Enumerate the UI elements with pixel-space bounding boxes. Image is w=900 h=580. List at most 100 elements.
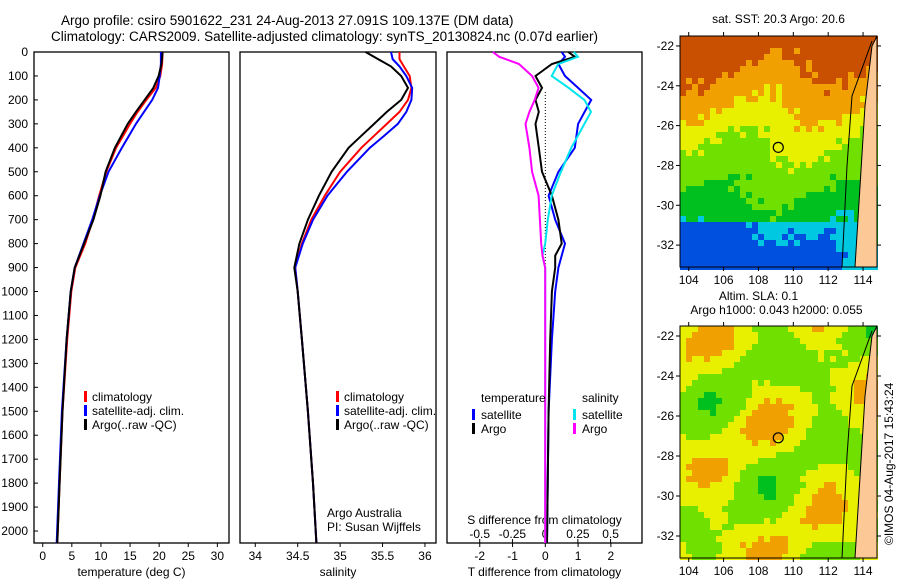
map-cell <box>722 440 728 446</box>
map-cell <box>746 120 752 126</box>
map-cell <box>752 482 758 488</box>
map-cell <box>824 368 830 374</box>
map-cell <box>788 234 794 240</box>
map-cell <box>680 440 686 446</box>
map-cell <box>680 246 686 252</box>
map-cell <box>686 554 692 560</box>
map-cell <box>776 476 782 482</box>
map-cell <box>770 368 776 374</box>
map-cell <box>758 398 764 404</box>
lat-tick-label: -26 <box>657 119 675 133</box>
map-cell <box>758 60 764 66</box>
map-cell <box>728 368 734 374</box>
map-cell <box>782 356 788 362</box>
map-cell <box>812 524 818 530</box>
map-cell <box>734 198 740 204</box>
map-cell <box>842 338 848 344</box>
map-cell <box>812 440 818 446</box>
map-cell <box>728 488 734 494</box>
map-cell <box>698 452 704 458</box>
map-cell <box>854 198 860 204</box>
map-cell <box>842 150 848 156</box>
map-cell <box>704 446 710 452</box>
map-cell <box>734 150 740 156</box>
map-cell <box>848 326 854 332</box>
map-cell <box>860 416 866 422</box>
map-cell <box>788 482 794 488</box>
map-cell <box>734 542 740 548</box>
x2-tick-label: 0.25 <box>566 527 590 541</box>
map-cell <box>680 72 686 78</box>
map-cell <box>692 138 698 144</box>
map-cell <box>680 464 686 470</box>
map-cell <box>692 186 698 192</box>
map-cell <box>770 222 776 228</box>
map-cell <box>722 198 728 204</box>
map-cell <box>692 374 698 380</box>
map-cell <box>830 144 836 150</box>
map-cell <box>842 416 848 422</box>
map-cell <box>836 84 842 90</box>
map-cell <box>806 162 812 168</box>
map-cell <box>800 132 806 138</box>
map-cell <box>836 222 842 228</box>
map-cell <box>812 36 818 42</box>
map-cell <box>836 362 842 368</box>
map-cell <box>704 326 710 332</box>
map-cell <box>794 374 800 380</box>
map-cell <box>830 54 836 60</box>
map-cell <box>782 494 788 500</box>
map-cell <box>842 48 848 54</box>
map-cell <box>692 500 698 506</box>
map-cell <box>686 162 692 168</box>
map-cell <box>836 138 842 144</box>
map-cell <box>806 554 812 560</box>
map-cell <box>704 192 710 198</box>
map-cell <box>848 84 854 90</box>
map-cell <box>770 48 776 54</box>
map-cell <box>752 156 758 162</box>
map-cell <box>764 180 770 186</box>
map-cell <box>698 458 704 464</box>
map-cell <box>752 54 758 60</box>
map-cell <box>818 192 824 198</box>
map-cell <box>686 258 692 264</box>
map-cell <box>860 42 866 48</box>
map-cell <box>722 48 728 54</box>
coastline <box>854 325 878 559</box>
map-cell <box>758 150 764 156</box>
map-cell <box>686 102 692 108</box>
map-cell <box>764 344 770 350</box>
map-cell <box>734 434 740 440</box>
map-cell <box>776 434 782 440</box>
map-cell <box>836 246 842 252</box>
map-cell <box>686 326 692 332</box>
map-cell <box>776 494 782 500</box>
map-cell <box>746 132 752 138</box>
map-cell <box>746 102 752 108</box>
map-cell <box>806 210 812 216</box>
map-cell <box>740 470 746 476</box>
map-cell <box>686 494 692 500</box>
map-cell <box>710 96 716 102</box>
map-cell <box>842 380 848 386</box>
map-cell <box>842 84 848 90</box>
map-cell <box>788 410 794 416</box>
map-cell <box>710 162 716 168</box>
map-cell <box>776 356 782 362</box>
x-axis-label: temperature (deg C) <box>77 565 185 579</box>
map-cell <box>722 518 728 524</box>
map-cell <box>812 222 818 228</box>
map-cell <box>692 446 698 452</box>
map-cell <box>728 48 734 54</box>
map-cell <box>698 66 704 72</box>
map-cell <box>752 374 758 380</box>
map-cell <box>740 464 746 470</box>
map-cell <box>836 524 842 530</box>
map-cell <box>794 530 800 536</box>
map-cell <box>692 542 698 548</box>
map-cell <box>824 392 830 398</box>
map-cell <box>704 386 710 392</box>
map-cell <box>734 410 740 416</box>
map-cell <box>770 36 776 42</box>
